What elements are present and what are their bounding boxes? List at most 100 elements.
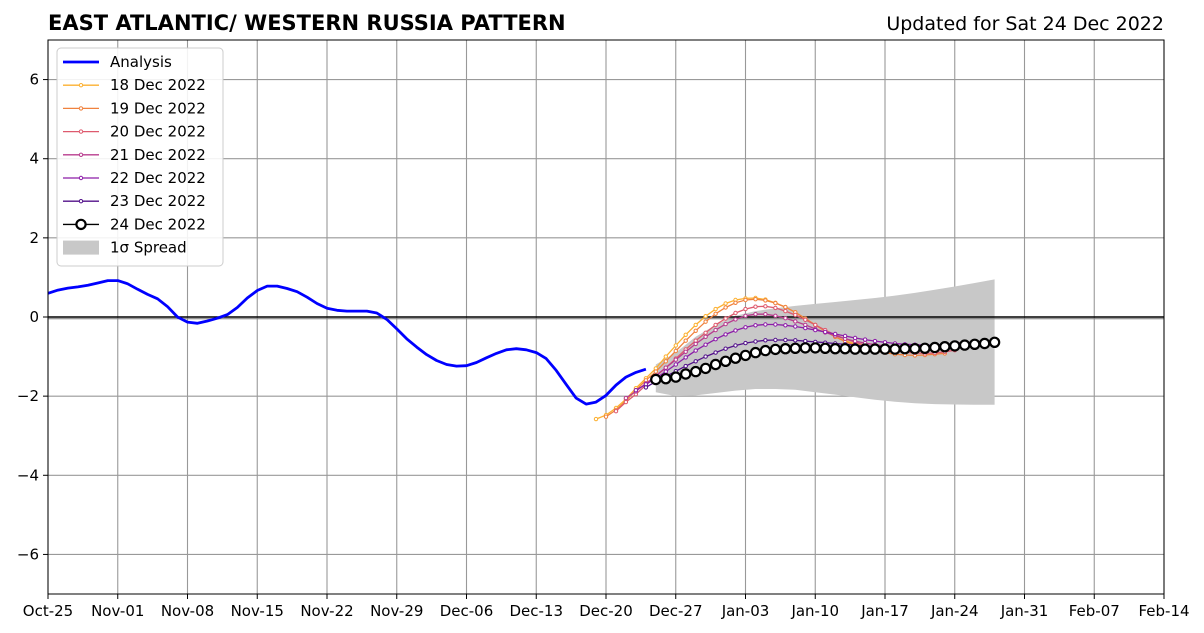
forecast-point <box>879 343 891 355</box>
x-tick-label: Jan-03 <box>721 602 770 620</box>
legend-entry-21-dec-2022: 21 Dec 2022 <box>63 146 206 164</box>
forecast-point <box>693 359 698 364</box>
forecast-point <box>703 314 708 319</box>
legend: Analysis 18 Dec 2022 19 Dec 2022 20 Dec 202… <box>56 47 224 267</box>
forecast-point <box>809 342 822 354</box>
chart-title: EAST ATLANTIC/ WESTERN RUSSIA PATTERN <box>48 11 566 35</box>
forecast-point <box>743 325 748 330</box>
forecast-point <box>763 304 768 309</box>
legend-swatch <box>63 240 99 255</box>
forecast-point <box>753 339 758 344</box>
forecast-point <box>713 306 718 312</box>
legend-marker <box>78 129 84 134</box>
y-tick-label: −2 <box>17 387 39 405</box>
forecast-point <box>703 319 708 324</box>
forecast-point <box>593 416 599 422</box>
forecast-point <box>743 313 748 318</box>
forecast-point <box>650 373 662 386</box>
forecast-point <box>693 348 698 353</box>
forecast-point <box>690 365 702 378</box>
forecast-point <box>909 343 921 355</box>
x-tick-label: Nov-08 <box>161 602 214 620</box>
forecast-point <box>799 342 812 354</box>
legend-marker <box>78 83 84 88</box>
x-tick-label: Nov-29 <box>370 602 423 620</box>
forecast-point <box>763 312 768 317</box>
forecast-point <box>713 322 718 328</box>
x-tick-label: Dec-06 <box>440 602 494 620</box>
forecast-point <box>739 349 752 362</box>
forecast-point <box>862 337 868 342</box>
forecast-series-24-dec-2022 <box>650 336 1001 386</box>
forecast-point <box>978 337 991 350</box>
forecast-point <box>683 363 688 369</box>
forecast-point <box>680 368 692 380</box>
forecast-point <box>819 342 831 354</box>
forecast-point <box>783 323 788 328</box>
forecast-point <box>670 371 682 383</box>
forecast-point <box>693 341 698 347</box>
forecast-point <box>623 399 629 405</box>
forecast-point <box>769 343 782 356</box>
legend-marker <box>78 152 84 158</box>
forecast-point <box>703 330 708 335</box>
forecast-point <box>743 306 748 312</box>
forecast-point <box>723 346 728 351</box>
forecast-point <box>852 335 858 341</box>
legend-label: 20 Dec 2022 <box>110 123 206 141</box>
forecast-point <box>793 312 798 318</box>
forecast-point <box>723 301 728 306</box>
forecast-point <box>723 321 728 327</box>
x-tick-label: Dec-13 <box>509 602 563 620</box>
forecast-point <box>793 338 798 343</box>
forecast-point <box>733 328 738 333</box>
forecast-point <box>683 332 688 337</box>
forecast-point <box>872 338 878 344</box>
legend-marker <box>78 175 84 181</box>
legend-box <box>56 47 224 267</box>
y-tick-label: −6 <box>17 545 39 563</box>
forecast-point <box>783 308 788 314</box>
forecast-point <box>683 349 688 354</box>
forecast-point <box>709 358 722 371</box>
y-tick-label: 4 <box>29 150 39 168</box>
forecast-point <box>743 297 748 303</box>
forecast-point <box>803 317 808 322</box>
legend-entry-20-dec-2022: 20 Dec 2022 <box>63 123 206 141</box>
forecast-point <box>783 304 788 310</box>
legend-marker <box>78 199 84 204</box>
forecast-point <box>803 325 808 331</box>
forecast-point <box>763 322 768 327</box>
legend-marker <box>78 106 84 111</box>
x-tick-label: Dec-20 <box>579 602 633 620</box>
forecast-point <box>693 328 698 333</box>
forecast-point <box>759 344 772 357</box>
forecast-point <box>653 369 658 374</box>
forecast-point <box>753 312 758 317</box>
legend-label: 24 Dec 2022 <box>110 215 206 233</box>
forecast-point <box>703 354 708 359</box>
analysis-line <box>47 279 647 406</box>
forecast-point <box>623 395 629 401</box>
forecast-point <box>949 340 961 352</box>
forecast-point <box>713 350 718 355</box>
forecast-point <box>919 342 931 354</box>
forecast-point <box>899 343 911 355</box>
forecast-point <box>603 414 609 419</box>
forecast-point <box>660 373 672 385</box>
forecast-point <box>869 343 881 355</box>
forecast-point <box>839 343 851 355</box>
forecast-point <box>703 334 708 339</box>
legend-entry-24-dec-2022: 24 Dec 2022 <box>63 215 206 233</box>
x-tick-label: Dec-27 <box>649 602 703 620</box>
forecast-point <box>719 355 732 367</box>
legend-label: 18 Dec 2022 <box>110 76 206 94</box>
forecast-point <box>733 300 738 305</box>
legend-entry-23-dec-2022: 23 Dec 2022 <box>63 192 206 210</box>
forecast-point <box>829 343 841 355</box>
forecast-point <box>969 338 981 350</box>
forecast-point <box>929 341 941 354</box>
forecast-point <box>613 409 619 414</box>
x-tick-label: Feb-14 <box>1138 602 1189 620</box>
